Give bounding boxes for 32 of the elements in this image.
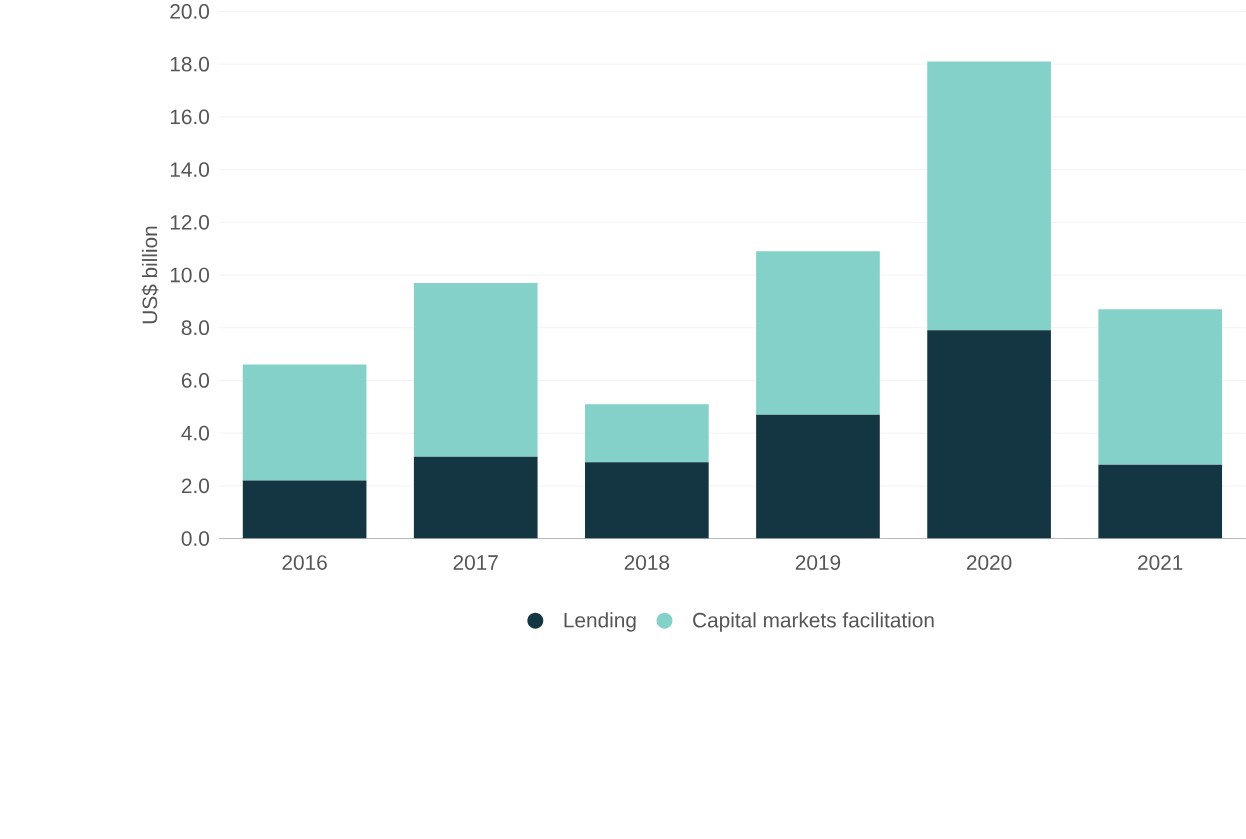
bar bbox=[242, 364, 367, 481]
bar bbox=[585, 462, 709, 539]
bar bbox=[585, 404, 709, 463]
bar bbox=[927, 61, 1051, 331]
bar bbox=[1098, 309, 1223, 465]
y-tick-label: 16.0 bbox=[170, 109, 210, 125]
y-axis-title: US$ billion bbox=[141, 226, 159, 324]
bar bbox=[756, 251, 880, 415]
bar bbox=[413, 456, 538, 539]
y-tick-label: 10.0 bbox=[170, 267, 210, 283]
y-tick-label: 18.0 bbox=[170, 56, 210, 72]
y-tick-label: 6.0 bbox=[181, 373, 210, 388]
legend-label: Lending bbox=[564, 612, 636, 632]
legend-label: Capital markets facilitation bbox=[693, 612, 934, 632]
y-tick-label: 20.0 bbox=[170, 4, 210, 19]
bar bbox=[1098, 464, 1223, 539]
x-tick-label: 2020 bbox=[966, 555, 1012, 570]
y-tick-label: 4.0 bbox=[181, 425, 210, 441]
bar bbox=[927, 330, 1051, 539]
y-tick-label: 12.0 bbox=[170, 214, 210, 230]
y-tick-label: 8.0 bbox=[181, 320, 210, 336]
x-tick-label: 2016 bbox=[282, 555, 327, 570]
bar bbox=[756, 414, 880, 539]
y-tick-label: 0.0 bbox=[181, 531, 210, 546]
bar bbox=[242, 480, 367, 539]
x-tick-label: 2019 bbox=[795, 555, 841, 570]
x-tick-label: 2017 bbox=[453, 555, 498, 570]
bar bbox=[413, 282, 538, 457]
x-tick-label: 2021 bbox=[1138, 555, 1183, 570]
x-tick-label: 2018 bbox=[624, 555, 670, 570]
y-tick-label: 14.0 bbox=[170, 162, 210, 177]
y-tick-label: 2.0 bbox=[181, 478, 210, 494]
